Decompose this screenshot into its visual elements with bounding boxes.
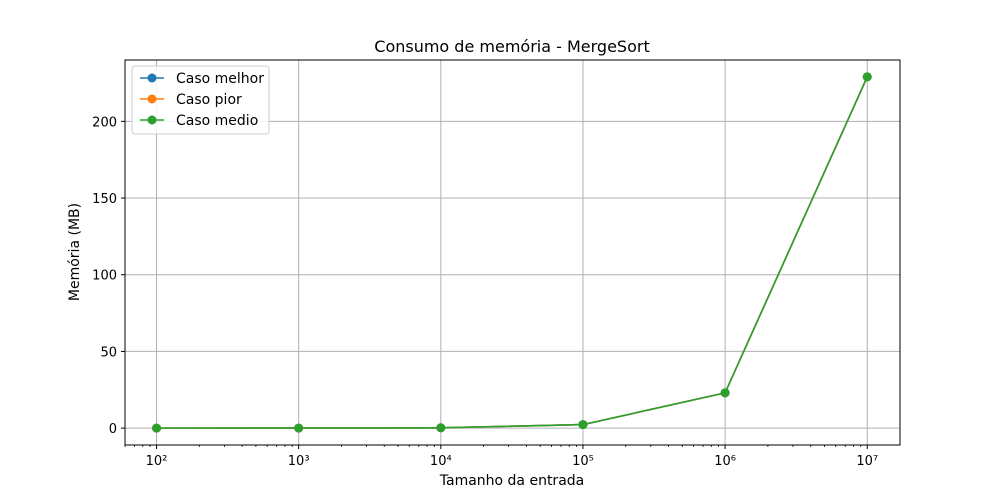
- y-tick-label: 50: [100, 345, 117, 360]
- data-point: [578, 420, 588, 430]
- data-point: [720, 388, 730, 398]
- y-axis-label: Memória (MB): [67, 203, 83, 301]
- legend-label: Caso medio: [176, 113, 258, 129]
- data-point: [294, 423, 304, 433]
- legend: Caso melhor Caso pior Caso medio: [131, 65, 270, 135]
- x-tick-label: 10²: [146, 454, 168, 469]
- x-tick-label: 10³: [288, 454, 310, 469]
- legend-box: [131, 65, 270, 135]
- x-tick-label: 10⁷: [856, 454, 878, 469]
- axes: 10² 10³ 10⁴ 10⁵ 10⁶ 10⁷ 0 50 100 150 200: [92, 115, 878, 469]
- legend-marker: [147, 73, 157, 83]
- data-point: [436, 423, 446, 433]
- plot-frame: [124, 59, 901, 446]
- y-tick-label: 0: [109, 422, 117, 437]
- x-axis-label: Tamanho da entrada: [439, 473, 584, 489]
- data-point: [862, 72, 872, 82]
- legend-label: Caso pior: [176, 92, 242, 108]
- y-tick-label: 150: [92, 192, 117, 207]
- legend-label: Caso melhor: [176, 71, 264, 87]
- x-tick-label: 10⁵: [572, 454, 594, 469]
- y-tick-label: 100: [92, 269, 117, 284]
- x-tick-label: 10⁶: [714, 454, 736, 469]
- series-layer: [152, 72, 872, 433]
- x-tick-label: 10⁴: [430, 454, 452, 469]
- legend-marker: [147, 94, 157, 104]
- legend-marker: [147, 115, 157, 125]
- y-tick-label: 200: [92, 115, 117, 130]
- data-point: [152, 423, 162, 433]
- chart-title: Consumo de memória - MergeSort: [374, 37, 649, 56]
- series-line-3: [156, 76, 868, 429]
